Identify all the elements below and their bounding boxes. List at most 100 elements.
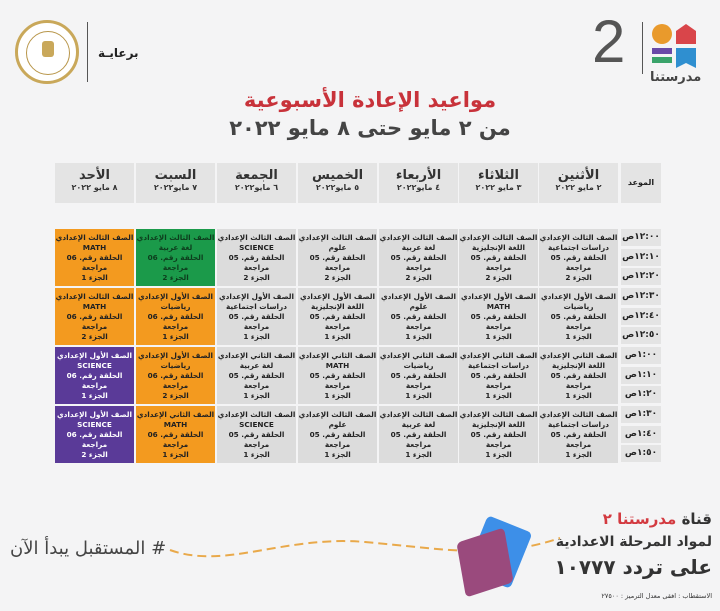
schedule-cell[interactable]: الصف الثاني الإعدادي اللغة الإنجليزية الحل…	[539, 347, 618, 404]
cell-part: الجزء 2	[324, 272, 351, 282]
time-column-header: الموعد	[621, 163, 661, 203]
day-date: ٢ مايو ٢٠٢٢	[555, 183, 602, 192]
cell-episode: الحلقة رقم. 05 مراجعة	[390, 370, 447, 390]
cell-grade: الصف الثالث الإعدادي	[379, 232, 458, 242]
schedule-cell[interactable]: الصف الثالث الإعدادي علوم الحلقة رقم. 05 م…	[298, 406, 377, 463]
schedule-cell[interactable]: الصف الثالث الإعدادي MATH الحلقة رقم. 06 م…	[55, 288, 134, 345]
schedule-cell[interactable]: الصف الثالث الإعدادي اللغة الإنجليزية الحل…	[459, 229, 538, 286]
cell-episode: الحلقة رقم. 05 مراجعة	[228, 370, 285, 390]
schedule-cell[interactable]: الصف الأول الإعدادي دراسات اجتماعية الحلقة…	[217, 288, 296, 345]
cell-episode: الحلقة رقم. 05 مراجعة	[550, 311, 607, 331]
cell-grade: الصف الثالث الإعدادي	[217, 232, 296, 242]
schedule-cell[interactable]: الصف الأول الإعدادي رياضيات الحلقة رقم. 06…	[136, 288, 215, 345]
cell-subject: MATH	[82, 301, 107, 311]
cell-subject: دراسات اجتماعية	[226, 301, 287, 311]
day-header: الأربعاء ٤ مايو٢٠٢٢	[379, 163, 458, 203]
time-slot: ١٢:٣٠ص	[621, 288, 661, 305]
cell-part: الجزء 1	[243, 331, 270, 341]
day-date: ٥ مايو٢٠٢٢	[315, 183, 360, 192]
cell-grade: الصف الثالث الإعدادي	[459, 409, 538, 419]
cell-grade: الصف الأول الإعدادي	[540, 291, 617, 301]
cell-episode: الحلقة رقم. 05 مراجعة	[228, 429, 285, 449]
divider	[87, 22, 88, 82]
schedule-cell[interactable]: الصف الثالث الإعدادي اللغة الإنجليزية الحل…	[459, 406, 538, 463]
schedule-cell[interactable]: الصف الأول الإعدادي MATH الحلقة رقم. 05 مر…	[459, 288, 538, 345]
day-name: الثلاثاء	[478, 168, 519, 183]
day-header: الثلاثاء ٣ مايو ٢٠٢٢	[459, 163, 538, 203]
schedule-cell[interactable]: الصف الأول الإعدادي علوم الحلقة رقم. 05 مر…	[379, 288, 458, 345]
cell-subject: MATH	[163, 419, 188, 429]
schedule-cell[interactable]: الصف الثالث الإعدادي لغة عربية الحلقة رقم.…	[379, 229, 458, 286]
cell-part: الجزء 2	[162, 272, 189, 282]
schedule-cell[interactable]: الصف الثالث الإعدادي دراسات اجتماعية الحلق…	[539, 406, 618, 463]
schedule-cell[interactable]: الصف الثالث الإعدادي لغة عربية الحلقة رقم.…	[136, 229, 215, 286]
cell-part: الجزء 1	[162, 449, 189, 459]
sponsor-seal	[15, 20, 79, 84]
hashtag: # المستقبل يبدأ الآن	[10, 538, 167, 559]
cell-episode: الحلقة رقم. 05 مراجعة	[470, 370, 527, 390]
schedule-cell[interactable]: الصف الثالث الإعدادي دراسات اجتماعية الحلق…	[539, 229, 618, 286]
schedule-cell[interactable]: الصف الأول الإعدادي SCIENCE الحلقة رقم. 06…	[55, 406, 134, 463]
cell-episode: الحلقة رقم. 06 مراجعة	[147, 370, 204, 390]
cell-subject: لغة عربية	[401, 242, 436, 252]
cell-part: الجزء 1	[485, 390, 512, 400]
schedule-cell[interactable]: الصف الأول الإعدادي اللغة الإنجليزية الحلق…	[298, 288, 377, 345]
cell-grade: الصف الثاني الإعدادي	[298, 350, 377, 360]
schedule-cell[interactable]: الصف الأول الإعدادي رياضيات الحلقة رقم. 06…	[136, 347, 215, 404]
cell-episode: الحلقة رقم. 05 مراجعة	[470, 252, 527, 272]
cell-grade: الصف الثالث الإعدادي	[459, 232, 538, 242]
cell-subject: علوم	[328, 419, 347, 429]
cell-grade: الصف الأول الإعدادي	[460, 291, 537, 301]
schedule-cell[interactable]: الصف الثالث الإعدادي SCIENCE الحلقة رقم. 0…	[217, 229, 296, 286]
cell-part: الجزء 1	[243, 390, 270, 400]
cell-grade: الصف الثاني الإعدادي	[459, 350, 538, 360]
cell-part: الجزء 2	[485, 272, 512, 282]
cell-subject: SCIENCE	[239, 419, 274, 429]
schedule-cell[interactable]: الصف الثاني الإعدادي رياضيات الحلقة رقم. 0…	[379, 347, 458, 404]
cell-subject: لغة عربية	[239, 360, 274, 370]
cell-episode: الحلقة رقم. 05 مراجعة	[550, 429, 607, 449]
brand-logo-icon	[652, 24, 698, 70]
day-date: ٧ مايو٢٠٢٢	[153, 183, 198, 192]
time-slot: ١٢:٤٠ص	[621, 307, 661, 325]
day-header: الأثنين ٢ مايو ٢٠٢٢	[539, 163, 618, 203]
cell-subject: دراسات اجتماعية	[468, 360, 529, 370]
cell-episode: الحلقة رقم. 06 مراجعة	[66, 429, 123, 449]
cell-subject: رياضيات	[403, 360, 434, 370]
cell-subject: رياضيات	[160, 360, 191, 370]
schedule-cell[interactable]: الصف الثاني الإعدادي MATH الحلقة رقم. 06 م…	[136, 406, 215, 463]
schedule-cell[interactable]: الصف الثالث الإعدادي علوم الحلقة رقم. 05 م…	[298, 229, 377, 286]
cell-grade: الصف الأول الإعدادي	[56, 409, 133, 419]
cell-part: الجزء 1	[565, 331, 592, 341]
cell-part: الجزء 1	[485, 331, 512, 341]
cell-part: الجزء 1	[324, 390, 351, 400]
schedule-cell[interactable]: الصف الثالث الإعدادي لغة عربية الحلقة رقم.…	[379, 406, 458, 463]
day-date: ٨ مايو ٢٠٢٢	[71, 183, 118, 192]
cell-grade: الصف الثالث الإعدادي	[539, 232, 618, 242]
cell-episode: الحلقة رقم. 05 مراجعة	[390, 429, 447, 449]
cell-subject: رياضيات	[160, 301, 191, 311]
cell-part: الجزء 1	[405, 390, 432, 400]
schedule-cell[interactable]: الصف الثاني الإعدادي MATH الحلقة رقم. 05 م…	[298, 347, 377, 404]
time-header-label: الموعد	[627, 178, 655, 187]
schedule-cell[interactable]: الصف الثالث الإعدادي MATH الحلقة رقم. 06 م…	[55, 229, 134, 286]
time-slot: ١:٤٠ص	[621, 425, 661, 443]
day-header: الجمعة ٦ مايو٢٠٢٢	[217, 163, 296, 203]
tech-info: الاستقطاب : افقى معدل الترميز : ٢٧٥٠٠	[601, 592, 712, 600]
cell-grade: الصف الأول الإعدادي	[299, 291, 376, 301]
cell-subject: اللغة الإنجليزية	[552, 360, 605, 370]
cell-episode: الحلقة رقم. 05 مراجعة	[228, 311, 285, 331]
schedule-cell[interactable]: الصف الثاني الإعدادي دراسات اجتماعية الحلق…	[459, 347, 538, 404]
schedule-cell[interactable]: الصف الأول الإعدادي رياضيات الحلقة رقم. 05…	[539, 288, 618, 345]
schedule-cell[interactable]: الصف الأول الإعدادي SCIENCE الحلقة رقم. 06…	[55, 347, 134, 404]
schedule-cell[interactable]: الصف الثاني الإعدادي لغة عربية الحلقة رقم.…	[217, 347, 296, 404]
cell-subject: علوم	[328, 242, 347, 252]
day-date: ٣ مايو ٢٠٢٢	[475, 183, 522, 192]
day-header: السبت ٧ مايو٢٠٢٢	[136, 163, 215, 203]
cell-grade: الصف الثالث الإعدادي	[379, 409, 458, 419]
schedule-cell[interactable]: الصف الثالث الإعدادي SCIENCE الحلقة رقم. 0…	[217, 406, 296, 463]
cell-part: الجزء 1	[405, 331, 432, 341]
cell-grade: الصف الأول الإعدادي	[137, 291, 214, 301]
cell-grade: الصف الأول الإعدادي	[137, 350, 214, 360]
day-name: السبت	[154, 168, 197, 183]
